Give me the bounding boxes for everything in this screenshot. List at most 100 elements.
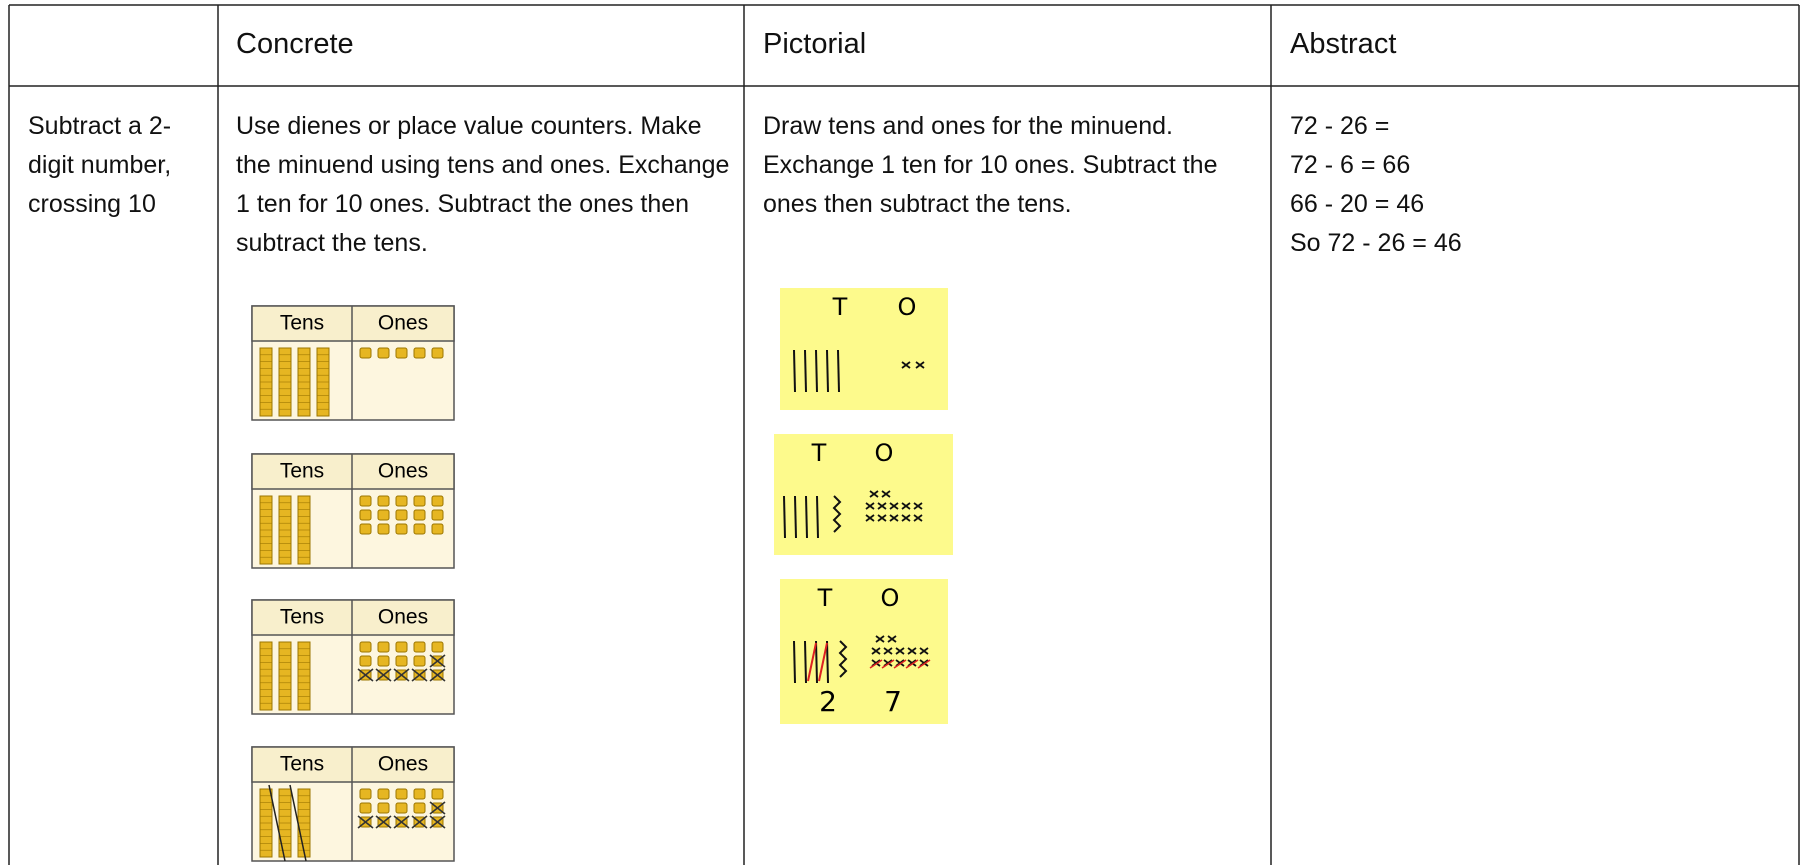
ones-cross [889, 502, 899, 510]
ones-cross [919, 647, 929, 655]
tally [804, 640, 807, 684]
one-cube [359, 509, 372, 521]
one-cube [359, 641, 372, 653]
cross-line [429, 815, 446, 829]
note-label: T [811, 439, 827, 467]
one-cube [359, 495, 372, 507]
chart-header [251, 453, 455, 490]
one-cube [377, 509, 390, 521]
one-cube [359, 347, 372, 359]
ones-cross [865, 514, 875, 522]
cross-line [357, 668, 374, 682]
ones-cross [889, 514, 899, 522]
one-cube [395, 788, 408, 800]
cross-line [393, 668, 410, 682]
cross-line [289, 784, 307, 862]
one-cube [359, 802, 372, 814]
cross-line [375, 815, 392, 829]
ones-cross [913, 514, 923, 522]
one-cube [395, 495, 408, 507]
header-cell: Pictorial [763, 28, 867, 60]
tally [783, 495, 786, 539]
pictorial-text: Draw tens and ones for the minuend. Exch… [763, 112, 1218, 218]
one-cube [413, 655, 426, 667]
one-cube [413, 495, 426, 507]
ones-cross [871, 647, 881, 655]
cross-line [411, 815, 428, 829]
chart-header [251, 746, 455, 783]
one-cube [413, 509, 426, 521]
ones-cross [901, 514, 911, 522]
note-digit: 7 [884, 685, 902, 718]
ones-label: Ones [378, 312, 428, 335]
red-cross [818, 642, 828, 682]
one-cube [431, 347, 444, 359]
red-strike [881, 659, 895, 669]
red-strike [917, 659, 931, 669]
one-cube [413, 788, 426, 800]
ones-cross [881, 490, 891, 498]
tally [805, 495, 808, 539]
header-cell: Concrete [236, 28, 354, 60]
one-cube [431, 509, 444, 521]
tally [837, 349, 840, 393]
red-cross [807, 642, 817, 682]
cross-line [429, 668, 446, 682]
note-digit: 2 [819, 685, 837, 718]
tally [826, 640, 829, 684]
one-cube [377, 788, 390, 800]
sticky-note [774, 434, 953, 555]
cross-line [393, 815, 410, 829]
one-cube [431, 523, 444, 535]
ones-cross [875, 635, 885, 643]
red-strike [905, 659, 919, 669]
ones-label: Ones [378, 460, 428, 483]
one-cube [395, 509, 408, 521]
ones-cross [895, 647, 905, 655]
one-cube [413, 641, 426, 653]
chart-header [251, 305, 455, 342]
one-cube [377, 802, 390, 814]
tally [793, 640, 796, 684]
red-strike [869, 659, 883, 669]
one-cube [377, 347, 390, 359]
one-cube [377, 655, 390, 667]
one-cube [359, 788, 372, 800]
one-cube [395, 523, 408, 535]
cross-line [429, 801, 446, 815]
tally [826, 349, 829, 393]
one-cube [395, 347, 408, 359]
cross-line [429, 654, 446, 668]
tally [816, 495, 819, 539]
tally [794, 495, 797, 539]
cross-line [268, 784, 286, 862]
tally [793, 349, 796, 393]
abstract-line: 66 - 20 = 46 [1290, 190, 1425, 218]
ones-cross [877, 514, 887, 522]
cross-line [411, 668, 428, 682]
one-cube [395, 655, 408, 667]
one-cube [395, 641, 408, 653]
tally [815, 640, 818, 684]
sticky-note [780, 579, 948, 724]
one-cube [395, 802, 408, 814]
abstract-line: So 72 - 26 = 46 [1290, 229, 1462, 257]
ones-cross [869, 490, 879, 498]
ones-label: Ones [378, 606, 428, 629]
ones-cross [901, 361, 911, 369]
ones-cross [915, 361, 925, 369]
one-cube [377, 495, 390, 507]
ones-cross [887, 635, 897, 643]
note-label: O [898, 293, 917, 321]
one-cube [431, 495, 444, 507]
note-label: O [881, 584, 900, 612]
ones-cross [865, 502, 875, 510]
sticky-note [780, 288, 948, 410]
one-cube [431, 641, 444, 653]
cross-line [375, 668, 392, 682]
note-label: T [832, 293, 848, 321]
tens-label: Tens [280, 753, 324, 776]
